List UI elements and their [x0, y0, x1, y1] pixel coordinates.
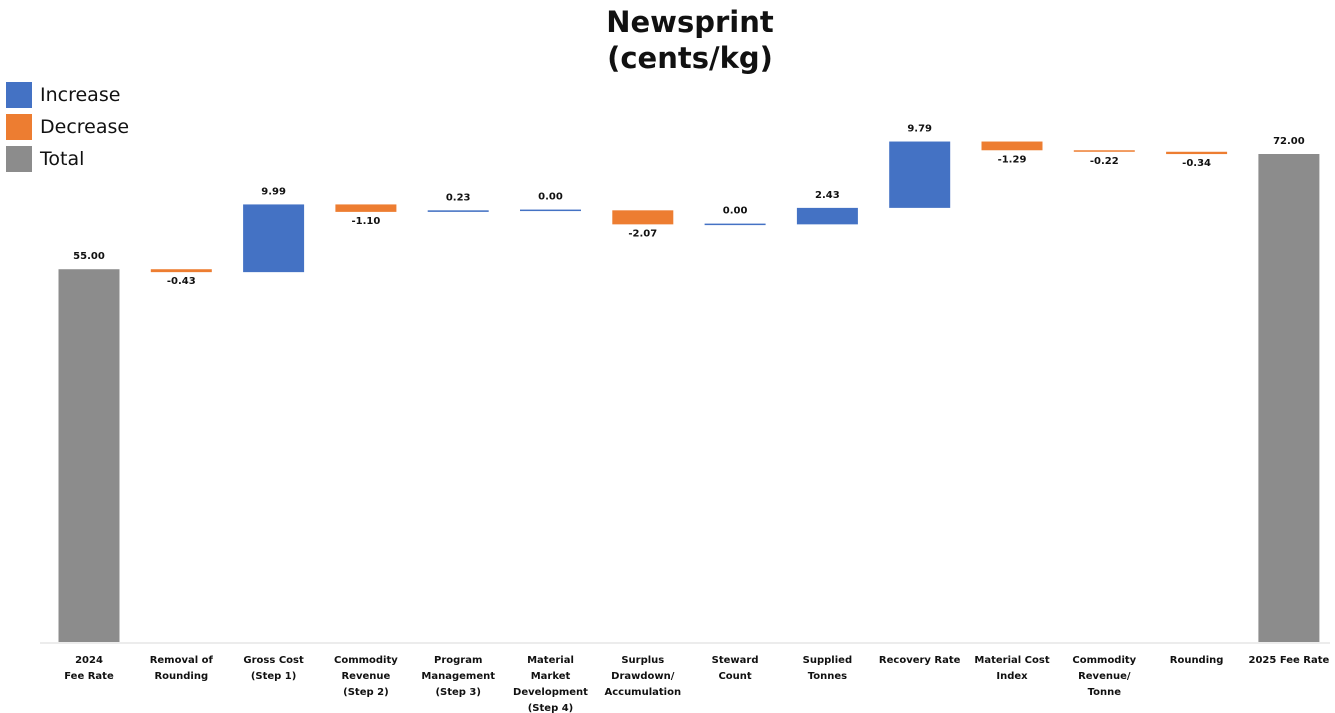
category-label-10-line-0: Material Cost [974, 655, 1049, 666]
category-label-1-line-0: Removal of [150, 655, 214, 666]
chart-title: Newsprint (cents/kg) [0, 4, 1335, 76]
chart-legend: Increase Decrease Total [6, 79, 129, 175]
legend-item-total: Total [6, 143, 129, 175]
category-label-1-line-1: Rounding [154, 671, 208, 682]
data-label-3: -1.10 [351, 216, 380, 227]
category-label-4-line-1: Management [421, 671, 495, 682]
data-label-11: -0.22 [1090, 156, 1119, 167]
data-label-9: 9.79 [907, 124, 932, 135]
legend-swatch-decrease [6, 114, 32, 140]
category-label-8-line-0: Supplied [803, 655, 852, 666]
data-label-7: 0.00 [723, 206, 748, 217]
data-label-4: 0.23 [446, 192, 471, 203]
category-label-0-line-0: 2024 [75, 655, 103, 666]
bar-0-total [58, 269, 120, 642]
category-label-11-line-2: Tonne [1088, 687, 1122, 698]
category-label-6-line-0: Surplus [621, 655, 664, 666]
category-label-6-line-2: Accumulation [604, 687, 681, 698]
category-label-3-line-1: Revenue [341, 671, 390, 682]
legend-item-increase: Increase [6, 79, 129, 111]
category-label-5-line-0: Material [527, 655, 574, 666]
bar-8-increase [796, 207, 858, 225]
bar-6-decrease [612, 210, 674, 225]
bar-12-decrease [1166, 151, 1228, 155]
category-label-13-line-0: 2025 Fee Rate [1249, 655, 1330, 666]
bar-4-increase [427, 210, 489, 212]
data-label-13: 72.00 [1273, 136, 1305, 147]
bar-13-total [1258, 154, 1320, 642]
category-label-4-line-0: Program [434, 655, 482, 666]
data-label-1: -0.43 [167, 276, 196, 287]
category-label-3-line-2: (Step 2) [343, 687, 389, 698]
bar-9-increase [889, 141, 951, 208]
legend-item-decrease: Decrease [6, 111, 129, 143]
bar-1-decrease [150, 269, 212, 273]
category-label-12-line-0: Rounding [1170, 655, 1224, 666]
data-label-8: 2.43 [815, 190, 840, 201]
category-label-6-line-1: Drawdown/ [611, 671, 675, 682]
legend-label-decrease: Decrease [40, 116, 130, 138]
category-label-10-line-1: Index [996, 671, 1028, 682]
category-label-7-line-0: Steward [712, 655, 759, 666]
bar-7-increase [704, 223, 766, 226]
category-label-11-line-0: Commodity [1072, 655, 1136, 666]
bar-11-decrease [1073, 150, 1135, 152]
category-label-5-line-2: Development [513, 687, 588, 698]
chart-title-line-2: (cents/kg) [607, 41, 773, 75]
legend-label-total: Total [40, 148, 85, 170]
chart-title-line-1: Newsprint [606, 5, 774, 39]
category-label-7-line-1: Count [718, 671, 751, 682]
category-label-3-line-0: Commodity [334, 655, 398, 666]
data-label-5: 0.00 [538, 192, 563, 203]
legend-label-increase: Increase [40, 84, 121, 106]
category-label-11-line-1: Revenue/ [1078, 671, 1131, 682]
data-label-2: 9.99 [261, 186, 286, 197]
category-label-5-line-3: (Step 4) [528, 703, 574, 713]
bar-10-decrease [981, 141, 1043, 151]
bar-3-decrease [335, 204, 397, 212]
category-label-0-line-1: Fee Rate [64, 671, 114, 682]
legend-swatch-increase [6, 82, 32, 108]
category-label-8-line-1: Tonnes [808, 671, 847, 682]
category-label-4-line-2: (Step 3) [435, 687, 481, 698]
category-label-9-line-0: Recovery Rate [879, 655, 961, 666]
category-label-5-line-1: Market [531, 671, 571, 682]
data-label-10: -1.29 [998, 154, 1027, 165]
legend-swatch-total [6, 146, 32, 172]
category-label-2-line-1: (Step 1) [251, 671, 297, 682]
data-label-6: -2.07 [628, 228, 657, 239]
data-label-12: -0.34 [1182, 158, 1211, 169]
category-label-2-line-0: Gross Cost [243, 655, 304, 666]
bar-5-increase [520, 209, 581, 212]
bar-2-increase [243, 204, 305, 273]
data-label-0: 55.00 [73, 251, 105, 262]
